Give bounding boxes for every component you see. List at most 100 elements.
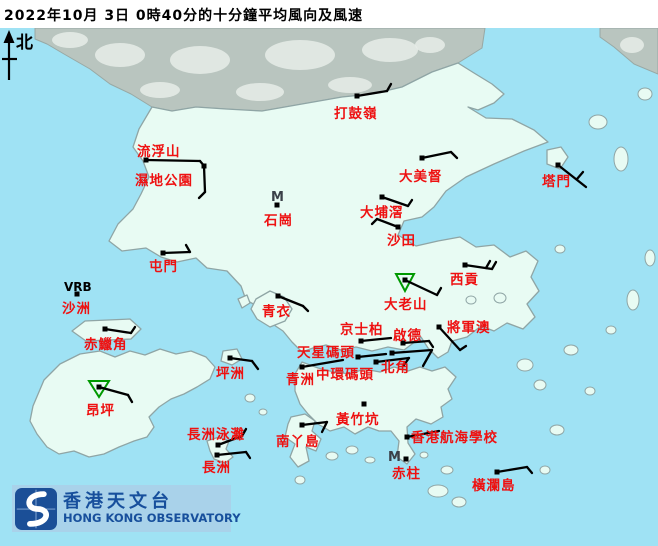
station-waglan-island: 橫瀾島 — [472, 465, 534, 494]
station-sha-chau: VRB 沙洲 — [62, 280, 92, 317]
station-dot — [102, 326, 108, 332]
station-green-island: 青洲 — [286, 358, 345, 388]
station-dot — [379, 194, 385, 200]
station-dot — [355, 354, 361, 360]
status-marker-m: M — [271, 190, 284, 205]
station-dot — [227, 355, 233, 361]
wind-barb — [401, 339, 431, 345]
wind-barb — [385, 82, 393, 93]
wind-barb — [197, 190, 207, 200]
station-dot — [389, 350, 395, 356]
hko-logo-chinese: 香港天文台 — [63, 491, 173, 512]
station-star-ferry-pier: 天星碼頭 — [297, 345, 388, 361]
station-label: 沙洲 — [62, 301, 91, 317]
wind-barb — [97, 385, 130, 397]
wind-barb — [359, 336, 393, 343]
station-label: 中環碼頭 — [316, 366, 374, 383]
station-dot — [160, 250, 166, 256]
wind-barb — [575, 170, 585, 181]
station-dot — [358, 338, 364, 344]
station-label: 青洲 — [286, 371, 315, 388]
wind-barb — [420, 150, 453, 160]
station-label: 北角 — [381, 359, 410, 376]
wind-barb — [300, 358, 345, 369]
station-label: 昂坪 — [86, 403, 115, 419]
station-label: 香港航海學校 — [410, 429, 498, 446]
station-label: 南丫島 — [276, 433, 320, 450]
station-kai-tak: 啟德 — [393, 327, 435, 349]
station-label: 流浮山 — [137, 143, 181, 160]
station-tuen-mun: 屯門 — [149, 243, 192, 275]
station-label: 塔門 — [542, 173, 571, 190]
station-label: 天星碼頭 — [297, 345, 355, 361]
status-marker-m: M — [388, 450, 401, 465]
wind-barb — [495, 465, 529, 474]
wind-barb — [390, 348, 434, 355]
station-hk-sea-school: 香港航海學校 — [404, 429, 498, 446]
station-dot — [494, 469, 500, 475]
wind-barb — [228, 356, 254, 363]
station-sai-kung: 西貢 — [450, 259, 498, 288]
station-ngong-ping: 昂坪 — [86, 380, 134, 419]
station-label: 大美督 — [399, 168, 443, 185]
station-dot — [361, 401, 367, 407]
station-dot — [299, 422, 305, 428]
status-marker-vrb: VRB — [64, 280, 92, 294]
wind-barb — [490, 260, 498, 271]
station-dot — [299, 364, 305, 370]
station-shek-kong: M 石崗 — [263, 190, 292, 229]
station-label: 屯門 — [149, 258, 178, 275]
north-arrow-icon: 北 — [2, 30, 33, 80]
station-peng-chau: 坪洲 — [216, 355, 260, 382]
wind-barb — [161, 250, 192, 255]
station-label: 長洲泳灘 — [187, 426, 245, 443]
station-label: 大埔滘 — [360, 204, 404, 221]
wind-barb — [421, 348, 434, 368]
station-label: 打鼓嶺 — [334, 105, 378, 122]
station-wong-chuk-hang: 黃竹坑 — [335, 401, 379, 428]
station-cheung-chau-beach: 長洲泳灘 — [187, 426, 248, 448]
wind-barb — [215, 450, 248, 457]
wind-barb — [216, 434, 244, 447]
station-chek-lap-kok: 赤鱲角 — [84, 325, 137, 353]
station-dot — [214, 452, 220, 458]
station-tap-mun: 塔門 — [542, 162, 588, 190]
wind-barb — [484, 259, 492, 270]
station-dot — [215, 442, 221, 448]
wind-barb — [403, 278, 439, 297]
wind-barb — [458, 344, 468, 352]
station-label: 沙田 — [387, 233, 416, 249]
wind-barb — [184, 243, 192, 254]
station-label: 京士柏 — [340, 321, 384, 338]
wind-barb — [300, 420, 329, 427]
station-dot — [395, 224, 401, 230]
wind-barb — [250, 359, 260, 371]
station-dot — [354, 93, 360, 99]
station-label: 將軍澳 — [447, 319, 491, 336]
station-wetland-park: 濕地公園 — [135, 163, 207, 200]
station-dot — [462, 262, 468, 268]
station-label: 啟德 — [393, 327, 422, 344]
station-dot — [436, 324, 442, 330]
wind-barb — [375, 217, 400, 229]
station-label: 長洲 — [202, 460, 231, 476]
wind-barb — [402, 356, 411, 367]
wind-barb — [103, 327, 133, 335]
station-dot — [402, 277, 408, 283]
wind-barb — [463, 263, 494, 271]
station-central-pier: 中環碼頭 — [316, 356, 411, 383]
wind-barb — [437, 325, 462, 352]
station-sha-tin: 沙田 — [370, 217, 416, 249]
wind-barb — [126, 393, 134, 404]
station-dot — [555, 162, 561, 168]
station-dot — [400, 340, 406, 346]
station-dot — [201, 163, 207, 169]
wind-barb — [406, 198, 414, 208]
hko-logo-english: HONG KONG OBSERVATORY — [63, 511, 241, 525]
station-label: 坪洲 — [216, 366, 245, 382]
station-tai-po-kau: 大埔滘 — [360, 194, 414, 221]
station-label: 橫瀾島 — [472, 477, 516, 494]
station-label: 大老山 — [384, 296, 428, 313]
